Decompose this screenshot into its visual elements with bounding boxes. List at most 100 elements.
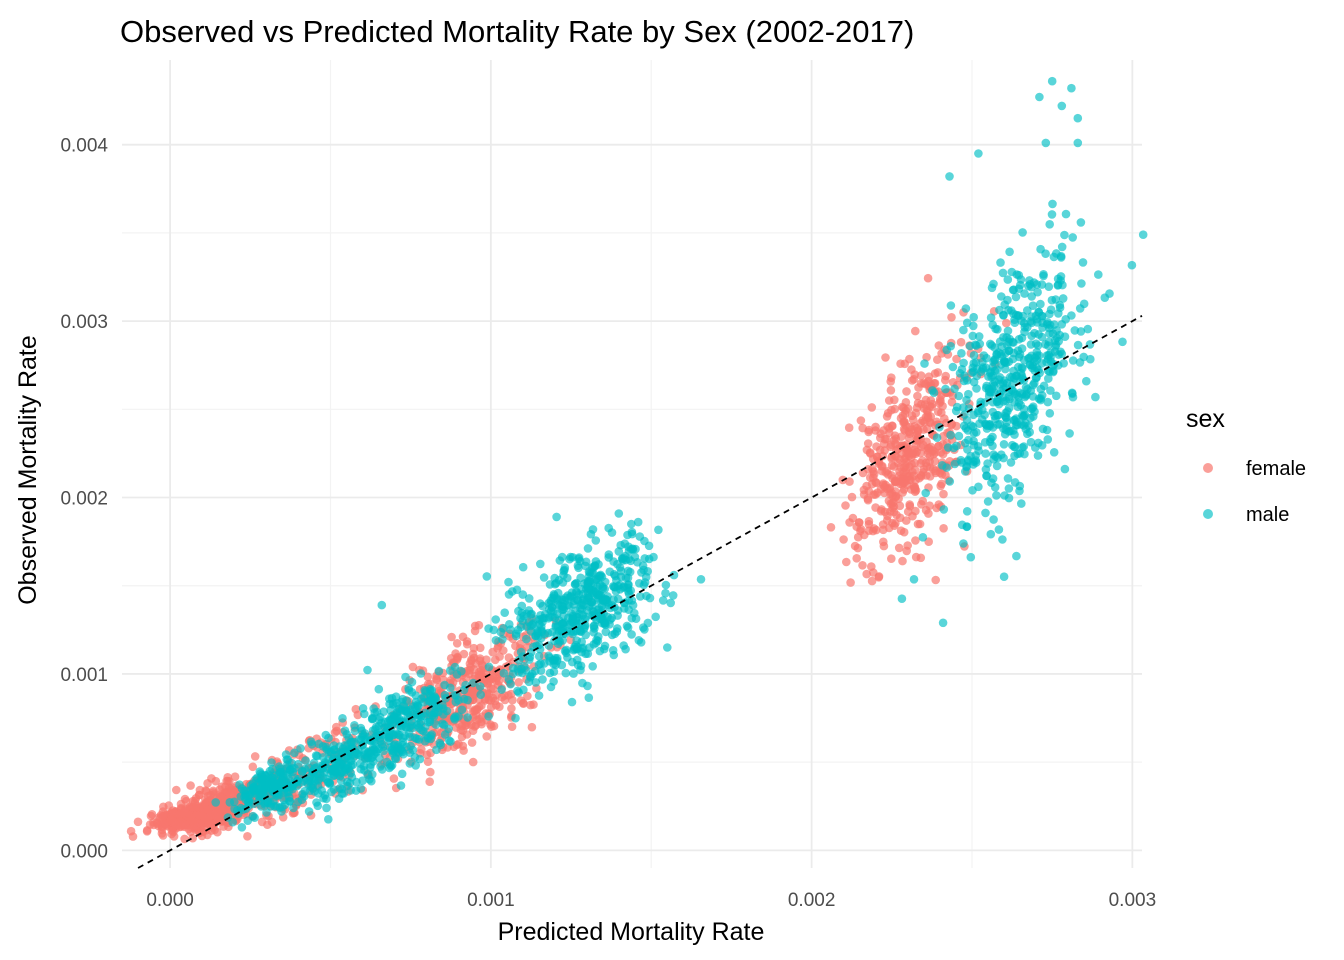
- data-point: [964, 389, 973, 399]
- data-point: [1014, 398, 1024, 407]
- data-point: [969, 351, 979, 360]
- data-point: [483, 673, 493, 682]
- data-point: [544, 641, 554, 650]
- data-point: [557, 552, 567, 562]
- data-point: [339, 789, 349, 798]
- data-point: [425, 715, 435, 725]
- data-point: [946, 341, 955, 351]
- data-point: [413, 708, 422, 718]
- data-point: [506, 689, 516, 699]
- data-point: [444, 736, 454, 745]
- data-point: [223, 813, 233, 822]
- data-point: [469, 687, 479, 696]
- data-point: [880, 446, 889, 455]
- data-point: [604, 523, 613, 533]
- data-point: [880, 507, 890, 517]
- data-point: [301, 756, 310, 765]
- data-point: [496, 627, 506, 637]
- data-point: [1038, 323, 1047, 332]
- data-point: [894, 543, 904, 553]
- data-point: [634, 636, 644, 645]
- outlier-point: [945, 172, 954, 181]
- data-point: [432, 675, 442, 685]
- data-point: [949, 443, 959, 453]
- data-point: [590, 621, 599, 630]
- data-point: [626, 556, 635, 566]
- data-point: [909, 575, 919, 584]
- data-point: [881, 468, 890, 477]
- data-point: [544, 651, 553, 661]
- data-point: [211, 798, 220, 807]
- data-point: [935, 399, 944, 408]
- y-tick-label: 0.001: [60, 665, 108, 686]
- data-point: [907, 376, 917, 385]
- data-point: [467, 655, 476, 664]
- data-point: [1034, 394, 1044, 404]
- x-axis-ticks: 0.000 0.001 0.002 0.003: [146, 890, 1156, 911]
- data-point: [955, 369, 965, 378]
- data-point: [545, 612, 554, 622]
- outlier-point: [1067, 83, 1076, 93]
- y-tick-label: 0.003: [60, 312, 108, 333]
- data-point: [966, 451, 975, 461]
- data-point: [412, 734, 422, 744]
- data-point: [1027, 331, 1036, 341]
- data-point: [890, 521, 899, 530]
- data-point: [899, 478, 908, 488]
- data-point: [867, 403, 877, 412]
- data-point: [190, 796, 200, 806]
- data-point: [343, 760, 353, 770]
- data-point: [538, 614, 547, 623]
- data-point: [1056, 276, 1065, 285]
- data-point: [394, 714, 404, 723]
- data-point: [523, 691, 532, 701]
- data-point: [879, 541, 889, 551]
- data-point: [988, 432, 997, 442]
- data-point: [1026, 437, 1036, 447]
- data-point: [919, 378, 929, 388]
- data-point: [289, 803, 298, 813]
- data-point: [1003, 326, 1013, 336]
- data-point: [1049, 448, 1059, 457]
- data-point: [1002, 318, 1011, 328]
- data-point: [1025, 360, 1035, 370]
- data-point: [999, 424, 1008, 433]
- data-points: [126, 76, 1148, 844]
- data-point: [504, 590, 514, 599]
- data-point: [571, 579, 580, 589]
- data-point: [507, 704, 516, 713]
- data-point: [661, 580, 671, 590]
- data-point: [267, 817, 277, 827]
- data-point: [939, 524, 948, 533]
- data-point: [420, 736, 430, 746]
- data-point: [450, 662, 460, 672]
- data-point: [614, 509, 624, 518]
- data-point: [1032, 363, 1042, 373]
- data-point: [937, 479, 946, 489]
- data-point: [954, 391, 964, 401]
- legend-swatch-female: [1203, 463, 1213, 473]
- data-point: [1019, 442, 1029, 451]
- data-point: [1030, 378, 1039, 388]
- data-point: [643, 618, 653, 628]
- data-point: [511, 713, 520, 723]
- data-point: [1065, 429, 1074, 438]
- data-point: [536, 559, 545, 569]
- data-point: [998, 268, 1008, 278]
- data-point: [524, 606, 534, 615]
- data-point: [587, 598, 596, 607]
- data-point: [426, 731, 435, 741]
- data-point: [1127, 260, 1137, 270]
- data-point: [896, 526, 906, 535]
- data-point: [553, 653, 562, 663]
- chart-title: Observed vs Predicted Mortality Rate by …: [120, 14, 914, 49]
- data-point: [1056, 251, 1066, 261]
- data-point: [898, 556, 907, 566]
- data-point: [304, 807, 314, 816]
- data-point: [973, 442, 983, 451]
- data-point: [513, 625, 523, 635]
- data-point: [962, 318, 972, 328]
- data-point: [957, 349, 966, 358]
- outlier-point: [938, 618, 948, 628]
- data-point: [581, 630, 590, 640]
